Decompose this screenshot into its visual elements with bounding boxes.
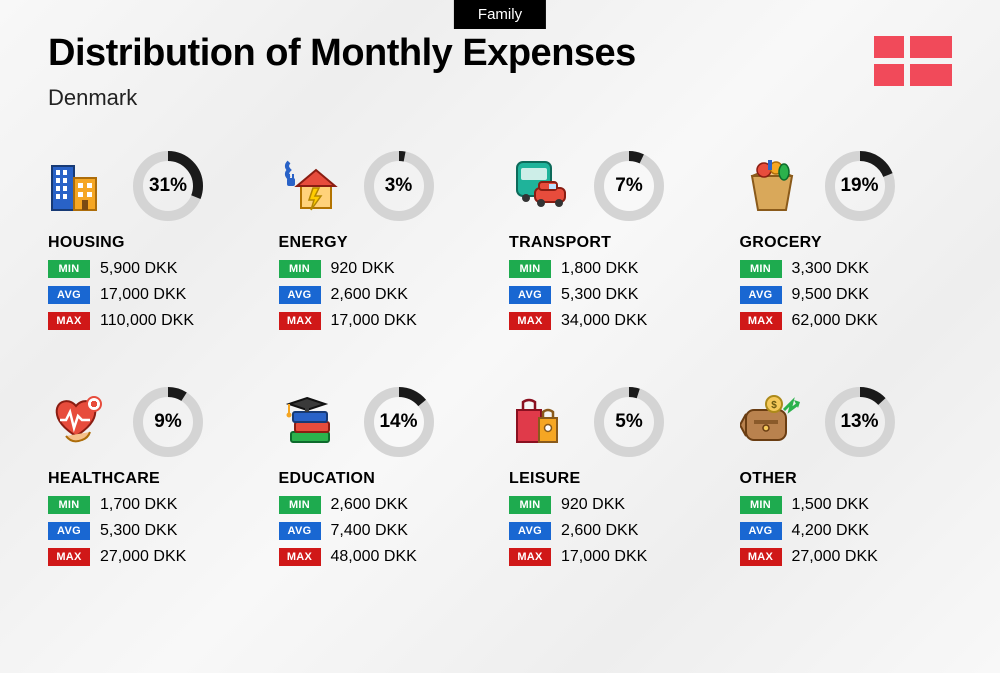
grocery-icon [740, 154, 810, 218]
avg-badge: AVG [740, 522, 782, 540]
max-badge: MAX [279, 312, 321, 330]
pct-label: 5% [615, 411, 642, 433]
category-name: GROCERY [740, 234, 953, 252]
avg-badge: AVG [279, 286, 321, 304]
svg-text:$: $ [771, 400, 777, 411]
max-badge: MAX [509, 548, 551, 566]
max-value: 48,000 DKK [331, 548, 417, 566]
min-value: 1,500 DKK [792, 496, 869, 514]
min-value: 1,700 DKK [100, 496, 177, 514]
avg-value: 5,300 DKK [100, 522, 177, 540]
energy-icon [279, 154, 349, 218]
category-card: 31% HOUSING MIN 5,900 DKK AVG 17,000 DKK… [48, 150, 261, 330]
max-value: 17,000 DKK [561, 548, 647, 566]
min-value: 3,300 DKK [792, 260, 869, 278]
country-label: Denmark [48, 85, 636, 111]
pct-donut: 3% [363, 150, 435, 222]
pct-donut: 9% [132, 386, 204, 458]
healthcare-icon [48, 390, 118, 454]
min-value: 920 DKK [561, 496, 625, 514]
flag-icon [874, 36, 952, 88]
avg-badge: AVG [48, 522, 90, 540]
other-icon: $ [740, 390, 810, 454]
max-value: 27,000 DKK [792, 548, 878, 566]
pct-donut: 7% [593, 150, 665, 222]
pct-label: 3% [385, 175, 412, 197]
tag-label: Family [454, 0, 546, 29]
category-name: HEALTHCARE [48, 470, 261, 488]
transport-icon [509, 154, 579, 218]
avg-badge: AVG [48, 286, 90, 304]
pct-label: 31% [149, 175, 187, 197]
max-value: 17,000 DKK [331, 312, 417, 330]
category-card: 3% ENERGY MIN 920 DKK AVG 2,600 DKK MAX … [279, 150, 492, 330]
housing-icon [48, 154, 118, 218]
max-badge: MAX [279, 548, 321, 566]
category-card: 5% LEISURE MIN 920 DKK AVG 2,600 DKK MAX… [509, 386, 722, 566]
avg-value: 7,400 DKK [331, 522, 408, 540]
max-badge: MAX [48, 548, 90, 566]
category-name: TRANSPORT [509, 234, 722, 252]
category-name: OTHER [740, 470, 953, 488]
min-badge: MIN [509, 496, 551, 514]
avg-value: 17,000 DKK [100, 286, 186, 304]
max-value: 27,000 DKK [100, 548, 186, 566]
min-badge: MIN [279, 260, 321, 278]
category-card: $ 13% OTHER MIN 1,500 DKK AVG 4,200 DKK … [740, 386, 953, 566]
avg-value: 2,600 DKK [331, 286, 408, 304]
avg-value: 2,600 DKK [561, 522, 638, 540]
pct-label: 14% [379, 411, 417, 433]
min-value: 920 DKK [331, 260, 395, 278]
min-value: 1,800 DKK [561, 260, 638, 278]
pct-donut: 5% [593, 386, 665, 458]
max-badge: MAX [740, 548, 782, 566]
category-card: 19% GROCERY MIN 3,300 DKK AVG 9,500 DKK … [740, 150, 953, 330]
pct-donut: 19% [824, 150, 896, 222]
max-badge: MAX [740, 312, 782, 330]
max-value: 62,000 DKK [792, 312, 878, 330]
pct-donut: 31% [132, 150, 204, 222]
max-badge: MAX [48, 312, 90, 330]
pct-label: 19% [840, 175, 878, 197]
max-value: 34,000 DKK [561, 312, 647, 330]
min-badge: MIN [48, 496, 90, 514]
category-grid: 31% HOUSING MIN 5,900 DKK AVG 17,000 DKK… [48, 150, 952, 566]
avg-badge: AVG [509, 522, 551, 540]
category-name: LEISURE [509, 470, 722, 488]
pct-donut: 14% [363, 386, 435, 458]
avg-badge: AVG [509, 286, 551, 304]
avg-badge: AVG [279, 522, 321, 540]
category-card: 9% HEALTHCARE MIN 1,700 DKK AVG 5,300 DK… [48, 386, 261, 566]
category-card: 14% EDUCATION MIN 2,600 DKK AVG 7,400 DK… [279, 386, 492, 566]
header: Distribution of Monthly Expenses Denmark [48, 32, 636, 111]
min-badge: MIN [48, 260, 90, 278]
min-value: 2,600 DKK [331, 496, 408, 514]
avg-badge: AVG [740, 286, 782, 304]
min-badge: MIN [279, 496, 321, 514]
category-name: EDUCATION [279, 470, 492, 488]
leisure-icon [509, 390, 579, 454]
max-badge: MAX [509, 312, 551, 330]
avg-value: 9,500 DKK [792, 286, 869, 304]
max-value: 110,000 DKK [100, 312, 194, 330]
min-badge: MIN [740, 496, 782, 514]
category-name: HOUSING [48, 234, 261, 252]
min-value: 5,900 DKK [100, 260, 177, 278]
pct-donut: 13% [824, 386, 896, 458]
pct-label: 13% [840, 411, 878, 433]
pct-label: 7% [615, 175, 642, 197]
education-icon [279, 390, 349, 454]
pct-label: 9% [154, 411, 181, 433]
category-card: 7% TRANSPORT MIN 1,800 DKK AVG 5,300 DKK… [509, 150, 722, 330]
min-badge: MIN [740, 260, 782, 278]
avg-value: 4,200 DKK [792, 522, 869, 540]
category-name: ENERGY [279, 234, 492, 252]
min-badge: MIN [509, 260, 551, 278]
avg-value: 5,300 DKK [561, 286, 638, 304]
page-title: Distribution of Monthly Expenses [48, 32, 636, 75]
